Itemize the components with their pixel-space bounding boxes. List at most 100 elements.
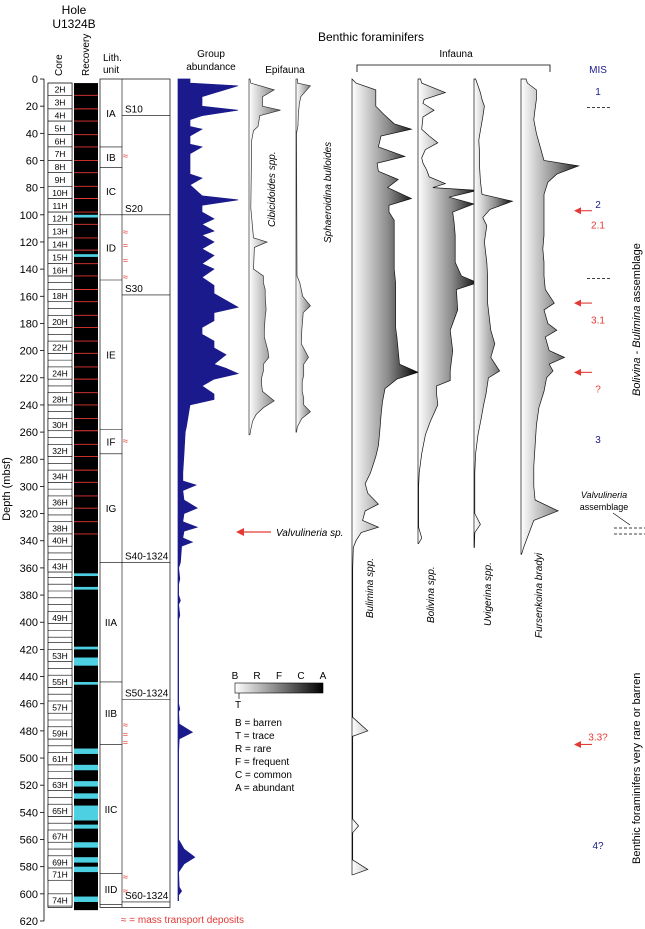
recovery-void bbox=[74, 842, 98, 848]
core-label: 63H bbox=[52, 780, 68, 790]
lith-unit-label-line2: unit bbox=[103, 65, 119, 76]
seismic-surface-label: S20 bbox=[125, 204, 143, 215]
assemblage-word: assemblage bbox=[631, 243, 643, 305]
core-label: 40H bbox=[52, 536, 68, 546]
recovery-column-label: Recovery bbox=[81, 34, 92, 76]
mis-arrow-head bbox=[574, 299, 581, 307]
mtd-symbol: ≈ bbox=[123, 256, 128, 266]
mis-arrow-head bbox=[574, 368, 581, 376]
core-label: 3H bbox=[55, 98, 66, 108]
depth-tick-label: 360 bbox=[20, 563, 38, 575]
group-abundance-label-line1: Group bbox=[197, 49, 225, 60]
bulimina-profile bbox=[351, 78, 419, 876]
depth-tick-label: 260 bbox=[20, 427, 38, 439]
mtd-symbol: ≈ bbox=[123, 730, 128, 740]
legend-gradient-bar bbox=[234, 682, 324, 694]
recovery-void bbox=[74, 857, 98, 863]
depth-tick-label: 500 bbox=[20, 753, 38, 765]
valvulineria-assemblage-line1: Valvulineria bbox=[581, 490, 627, 500]
core-label: 30H bbox=[52, 420, 68, 430]
recovery-void bbox=[74, 805, 98, 821]
hole-title-line1: Hole bbox=[62, 3, 87, 17]
mis-stage-label: 2.1 bbox=[591, 220, 605, 231]
core-box bbox=[47, 444, 73, 457]
recovery-column bbox=[74, 83, 98, 911]
seismic-surface-label: S60-1324 bbox=[125, 891, 169, 902]
recovery-void bbox=[74, 681, 98, 685]
mtd-legend: ≈ = mass transport deposits bbox=[121, 915, 244, 926]
depth-tick-label: 480 bbox=[20, 726, 38, 738]
depth-tick-label: 320 bbox=[20, 509, 38, 521]
core-box bbox=[47, 340, 73, 354]
core-box bbox=[47, 893, 73, 907]
core-box bbox=[47, 559, 73, 573]
lithologic-unit-column: IA IB IC ID IE IF IG IIA IIB IIC IID S10 S20 S30 S40-1… bbox=[99, 78, 171, 908]
legend-entry: F = frequent bbox=[235, 757, 289, 768]
core-box bbox=[47, 867, 73, 881]
depth-tick-label: 540 bbox=[20, 807, 38, 819]
depth-tick-label: 40 bbox=[26, 128, 38, 140]
recovery-void bbox=[74, 214, 98, 218]
core-box bbox=[47, 726, 73, 740]
depth-tick-label: 80 bbox=[26, 183, 38, 195]
lith-unit-label: IF bbox=[107, 438, 116, 449]
core-box bbox=[47, 752, 73, 766]
core-label: 12H bbox=[52, 214, 68, 224]
sphaeroidina-profile bbox=[295, 78, 312, 433]
mtd-symbol: ≈ bbox=[123, 436, 128, 446]
depth-tick-label: 60 bbox=[26, 155, 38, 167]
core-label: 5H bbox=[55, 123, 66, 133]
depth-tick-label: 340 bbox=[20, 536, 38, 548]
assemblage-dash: - bbox=[631, 348, 643, 358]
depth-tick-label: 600 bbox=[20, 889, 38, 901]
bolivina-profile bbox=[417, 78, 479, 544]
mis-arrow-head bbox=[574, 740, 581, 748]
valvulineria-pointer bbox=[612, 512, 631, 526]
lith-unit-label: IB bbox=[106, 153, 116, 164]
core-label: 55H bbox=[52, 677, 68, 687]
legend-entry: T = trace bbox=[235, 731, 275, 742]
depth-tick-label: 0 bbox=[32, 74, 38, 86]
lith-unit-label: IE bbox=[106, 351, 116, 362]
legend-scale-letter: B bbox=[232, 671, 239, 682]
core-label: 34H bbox=[52, 472, 68, 482]
lith-unit-label: IID bbox=[105, 885, 118, 896]
lith-unit-label: IIC bbox=[105, 805, 118, 816]
depth-tick-label: 420 bbox=[20, 644, 38, 656]
sphaeroidina-label: Sphaeroidina bulloides bbox=[323, 142, 334, 243]
lith-unit-label: IA bbox=[106, 109, 116, 120]
core-label: 38H bbox=[52, 523, 68, 533]
lith-unit-label: IIA bbox=[105, 618, 118, 629]
core-box bbox=[47, 778, 73, 791]
cibicidoides-label: Cibicidoides spp. bbox=[267, 151, 278, 227]
depth-tick-label: 580 bbox=[20, 862, 38, 874]
mis-label: MIS bbox=[589, 65, 607, 76]
depth-tick-label: 180 bbox=[20, 318, 38, 330]
core-label: 74H bbox=[52, 895, 68, 905]
depth-tick-label: 240 bbox=[20, 400, 38, 412]
valvulineria-assemblage-line2: assemblage bbox=[580, 502, 629, 512]
core-column: 2H 3H 4H 5H 6H 7H 8H 9H 10H 11H 12H 13H 14H 15H 16H 18H… bbox=[47, 82, 73, 908]
core-label: 59H bbox=[52, 728, 68, 738]
core-label: 6H bbox=[55, 136, 66, 146]
recovery-bar bbox=[74, 83, 98, 911]
core-label: 4H bbox=[55, 110, 66, 120]
core-label: 57H bbox=[52, 703, 68, 713]
benthic-foraminifers-title: Benthic foraminifers bbox=[318, 30, 424, 44]
recovery-void bbox=[74, 896, 98, 902]
recovery-void bbox=[74, 781, 98, 787]
group-abundance-label-line2: abundance bbox=[186, 62, 236, 73]
core-label: 43H bbox=[52, 561, 68, 571]
uvigerina-label: Uvigerina spp. bbox=[483, 562, 494, 626]
mtd-symbol: ≈ bbox=[123, 886, 128, 896]
core-box bbox=[47, 366, 73, 380]
legend-entry: A = abundant bbox=[235, 783, 294, 794]
seismic-surface-label: S50-1324 bbox=[125, 689, 169, 700]
uvigerina-profile bbox=[473, 78, 514, 548]
core-label: 65H bbox=[52, 806, 68, 816]
legend-scale-letter: A bbox=[320, 671, 327, 682]
core-box bbox=[47, 649, 73, 662]
recovery-void bbox=[74, 573, 98, 577]
recovery-void bbox=[74, 254, 98, 257]
